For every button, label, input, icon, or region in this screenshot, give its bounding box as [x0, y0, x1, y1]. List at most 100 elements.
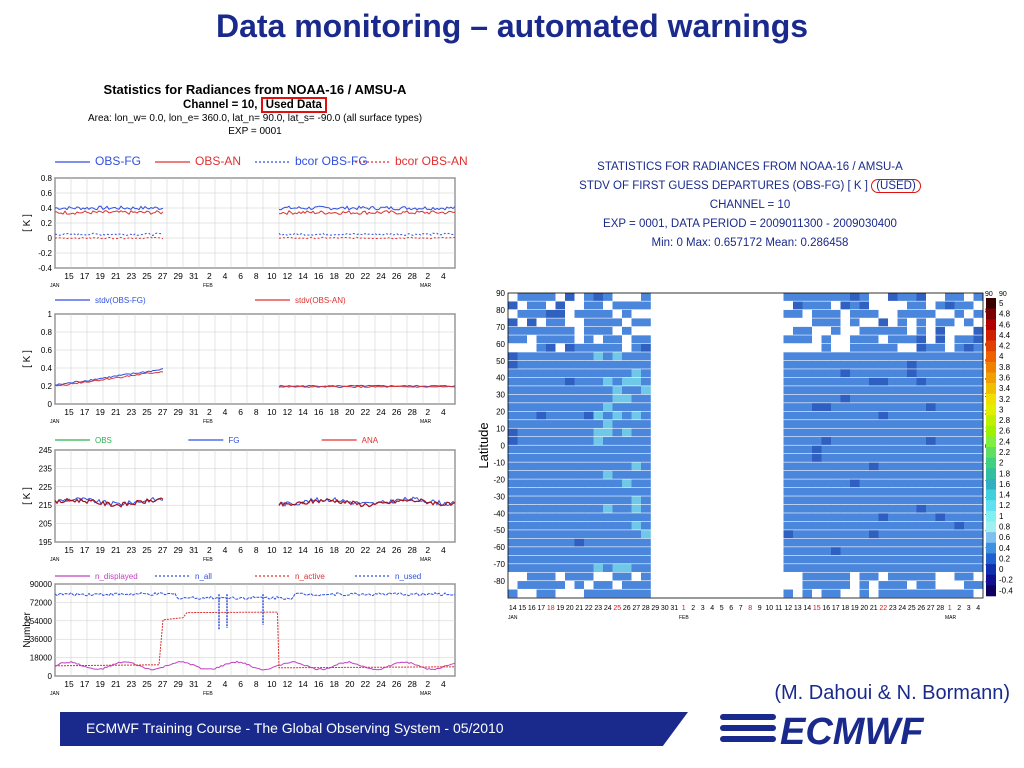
colorbar-segment — [986, 340, 996, 352]
y-tick-label: 0.2 — [41, 219, 53, 228]
heatmap-cell — [812, 360, 822, 369]
heatmap-cell — [945, 403, 955, 412]
heatmap-cell — [831, 487, 841, 496]
heatmap-cell — [612, 555, 623, 564]
heatmap-cell — [536, 386, 547, 395]
heatmap-cell — [888, 479, 898, 488]
heatmap-cell — [565, 445, 575, 454]
heatmap-cell — [793, 445, 803, 454]
heatmap-cell — [935, 309, 946, 318]
heatmap-cell — [612, 301, 623, 310]
heatmap-cell — [527, 403, 537, 412]
heatmap-cell — [508, 326, 518, 335]
heatmap-cell — [555, 496, 566, 505]
heatmap-cell — [793, 360, 803, 369]
heatmap-cell — [527, 470, 537, 479]
x-tick-label: 21 — [111, 545, 121, 555]
heatmap-cell — [603, 343, 613, 352]
heatmap-cell — [840, 360, 851, 369]
heatmap-cell — [907, 470, 917, 479]
heatmap-cell — [821, 335, 832, 344]
heatmap-cell — [935, 555, 946, 564]
colorbar-label: 4 — [999, 352, 1004, 361]
colorbar-segment — [986, 425, 996, 437]
heatmap-cell — [622, 411, 632, 420]
heatmap-cell — [603, 496, 613, 505]
heatmap-cell — [555, 369, 566, 378]
heatmap-cell — [964, 301, 974, 310]
heatmap-cell — [878, 394, 889, 403]
heatmap-cell — [641, 369, 651, 378]
heatmap-cell — [793, 564, 803, 572]
heatmap-cell — [612, 403, 623, 412]
heatmap-cell — [641, 572, 651, 581]
heatmap-cell — [897, 555, 908, 564]
heatmap-cell — [802, 462, 813, 471]
colorbar-label: 3.2 — [999, 395, 1011, 404]
heatmap-cell — [555, 445, 566, 454]
heatmap-cell — [878, 521, 889, 530]
heatmap-cell — [888, 581, 898, 589]
heatmap-cell — [574, 377, 585, 386]
heatmap-cell — [831, 343, 841, 352]
heatmap-cell — [584, 377, 594, 386]
heatmap-cell — [641, 445, 651, 454]
heatmap-cell — [802, 521, 813, 530]
heatmap-cell — [536, 513, 547, 522]
x-tick-label: 3 — [967, 605, 971, 612]
heatmap-cell — [517, 309, 528, 318]
heatmap-cell — [973, 309, 984, 318]
heatmap-cell — [508, 309, 518, 318]
heatmap-cell — [631, 462, 642, 471]
heatmap-cell — [574, 572, 585, 581]
heatmap-cell — [802, 487, 813, 496]
heatmap-cell — [536, 453, 547, 462]
colorbar-label: 3.8 — [999, 363, 1011, 372]
heatmap-cell — [831, 589, 841, 598]
heatmap-cell — [973, 386, 984, 395]
y-tick-label: -10 — [493, 458, 505, 467]
heatmap-cell — [964, 479, 974, 488]
heatmap-cell — [907, 411, 917, 420]
heatmap-cell — [793, 470, 803, 479]
colorbar-segment — [986, 351, 996, 363]
heatmap-cell — [517, 301, 528, 310]
heatmap-cell — [783, 453, 794, 462]
heatmap-cell — [916, 326, 927, 335]
heatmap-cell — [916, 496, 927, 505]
heatmap-cell — [812, 420, 822, 428]
heatmap-cell — [783, 462, 794, 471]
heatmap-cell — [603, 555, 613, 564]
heatmap-cell — [508, 589, 518, 598]
heatmap-cell — [916, 445, 927, 454]
heatmap-cell — [536, 293, 547, 301]
heatmap-cell — [840, 470, 851, 479]
heatmap-cell — [584, 547, 594, 556]
heatmap-cell — [859, 538, 870, 547]
heatmap-cell — [850, 487, 860, 496]
footer-band — [60, 712, 688, 746]
colorbar-label: 0.4 — [999, 544, 1011, 553]
heatmap-cell — [821, 326, 832, 335]
x-tick-label: 19 — [95, 679, 105, 689]
heatmap-cell — [593, 326, 604, 335]
x-tick-label: 7 — [739, 605, 743, 612]
heatmap-cell — [584, 301, 594, 310]
y-tick-label: 70 — [496, 323, 505, 332]
heatmap-cell — [859, 589, 870, 598]
heatmap-cell — [631, 428, 642, 437]
heatmap-cell — [869, 326, 879, 335]
heatmap-cell — [527, 572, 537, 581]
heatmap-cell — [907, 555, 917, 564]
heatmap-cell — [536, 581, 547, 589]
x-tick-label: 18 — [329, 545, 339, 555]
heatmap-cell — [907, 538, 917, 547]
heatmap-cell — [517, 386, 528, 395]
heatmap-cell — [612, 572, 623, 581]
heatmap-cell — [897, 377, 908, 386]
heatmap-cell — [907, 589, 917, 598]
heatmap-cell — [897, 538, 908, 547]
heatmap-cell — [793, 496, 803, 505]
heatmap-cell — [945, 589, 955, 598]
colorbar-label: 2.4 — [999, 437, 1011, 446]
